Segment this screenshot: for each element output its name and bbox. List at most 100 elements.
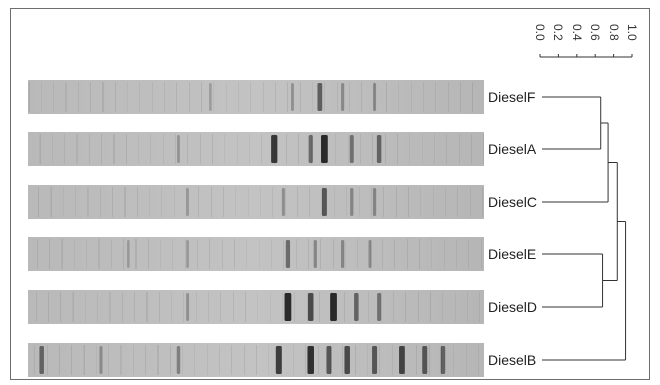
- lane-texture: [368, 292, 369, 322]
- lane-texture: [286, 134, 287, 164]
- lane-texture: [397, 134, 398, 164]
- lane-texture: [457, 187, 458, 217]
- gel-band: [341, 83, 345, 111]
- lane-texture: [172, 239, 173, 269]
- lane-texture: [189, 82, 190, 112]
- gel-lane-dieself: [28, 80, 484, 114]
- lane-texture: [381, 292, 382, 322]
- lane-texture: [309, 187, 310, 217]
- lane-texture: [194, 345, 195, 375]
- lane-texture: [201, 82, 202, 112]
- gel-band: [368, 240, 372, 268]
- gel-lane-diesela: [28, 132, 484, 166]
- gel-band: [377, 293, 382, 321]
- lane-label-diesela: DieselA: [488, 141, 537, 157]
- gel-band: [344, 346, 350, 374]
- lane-texture: [111, 239, 112, 269]
- lane-texture: [174, 187, 175, 217]
- lane-texture: [481, 239, 482, 269]
- lane-texture: [446, 134, 447, 164]
- lane-background: [28, 290, 484, 324]
- lane-texture: [226, 82, 227, 112]
- lane-texture: [124, 187, 125, 217]
- lane-texture: [77, 134, 78, 164]
- lane-texture: [287, 82, 288, 112]
- lane-texture: [108, 345, 109, 375]
- lane-texture: [233, 292, 234, 322]
- lane-texture: [139, 82, 140, 112]
- lane-texture: [393, 292, 394, 322]
- lane-texture: [99, 239, 100, 269]
- lane-texture: [50, 187, 51, 217]
- lane-texture: [159, 292, 160, 322]
- lane-texture: [102, 82, 103, 112]
- lane-texture: [259, 239, 260, 269]
- lane-texture: [433, 187, 434, 217]
- lane-texture: [238, 82, 239, 112]
- lane-texture: [305, 345, 306, 375]
- lane-texture: [182, 345, 183, 375]
- lane-texture: [84, 345, 85, 375]
- lane-texture: [333, 239, 334, 269]
- lane-texture: [361, 82, 362, 112]
- lane-texture: [127, 82, 128, 112]
- lane-texture: [234, 239, 235, 269]
- lane-texture: [435, 82, 436, 112]
- lane-texture: [405, 292, 406, 322]
- lane-texture: [482, 187, 483, 217]
- lane-texture: [98, 239, 99, 269]
- gel-band: [275, 346, 282, 374]
- lane-texture: [207, 345, 208, 375]
- gel-band: [354, 293, 359, 321]
- lane-texture: [89, 134, 90, 164]
- lane-texture: [222, 239, 223, 269]
- lane-texture: [318, 345, 319, 375]
- lane-texture: [219, 345, 220, 375]
- lane-texture: [97, 292, 98, 322]
- lane-texture: [83, 345, 84, 375]
- lane-texture: [459, 134, 460, 164]
- lane-texture: [282, 292, 283, 322]
- lane-texture: [385, 134, 386, 164]
- lane-texture: [61, 239, 62, 269]
- lane-background: [28, 132, 484, 166]
- lane-texture: [90, 82, 91, 112]
- lane-texture: [471, 134, 472, 164]
- lane-texture: [248, 187, 249, 217]
- lane-texture: [161, 187, 162, 217]
- lane-texture: [208, 292, 209, 322]
- lane-texture: [122, 292, 123, 322]
- lane-texture: [110, 292, 111, 322]
- lane-texture: [296, 239, 297, 269]
- lane-texture: [87, 187, 88, 217]
- lane-texture: [394, 239, 395, 269]
- lane-texture: [60, 292, 61, 322]
- lane-texture: [163, 134, 164, 164]
- lane-texture: [466, 345, 467, 375]
- lane-texture: [120, 345, 121, 375]
- lane-texture: [78, 82, 79, 112]
- lane-texture: [63, 187, 64, 217]
- lane-texture: [29, 82, 30, 112]
- lane-texture: [337, 82, 338, 112]
- lane-texture: [59, 345, 60, 375]
- lane-texture: [371, 187, 372, 217]
- lane-texture: [114, 134, 115, 164]
- gel-lane-diesele: [28, 237, 484, 271]
- lane-texture: [307, 292, 308, 322]
- lane-texture: [40, 134, 41, 164]
- gel-band: [372, 346, 378, 374]
- lane-texture: [283, 239, 284, 269]
- lane-texture: [41, 82, 42, 112]
- gel-band: [313, 240, 317, 268]
- lane-texture: [392, 345, 393, 375]
- lane-texture: [442, 292, 443, 322]
- lane-texture: [334, 187, 335, 217]
- lane-texture: [429, 345, 430, 375]
- lane-texture: [212, 134, 213, 164]
- gel-band: [285, 240, 291, 268]
- lane-texture: [160, 239, 161, 269]
- lane-texture: [148, 239, 149, 269]
- lane-texture: [164, 82, 165, 112]
- lane-texture: [176, 82, 177, 112]
